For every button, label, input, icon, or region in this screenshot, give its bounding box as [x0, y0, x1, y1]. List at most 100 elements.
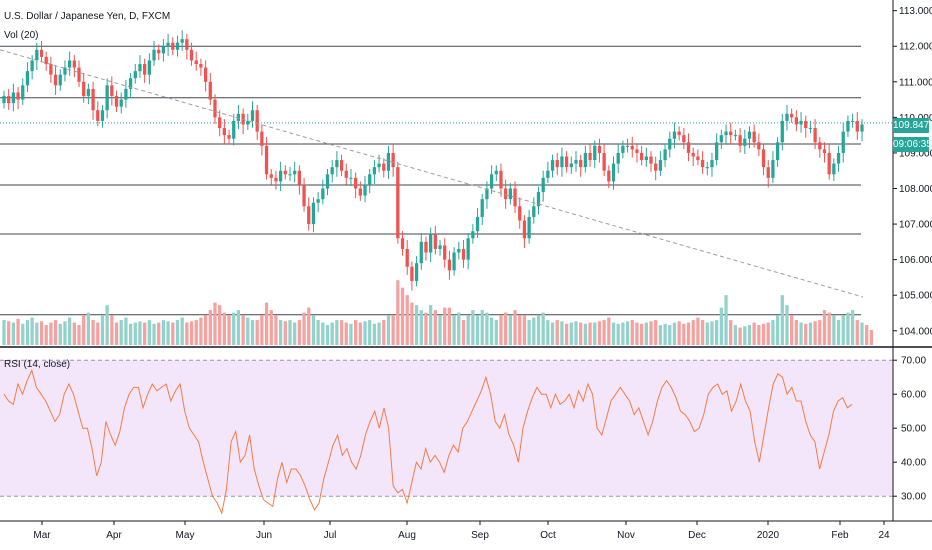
candle-body: [21, 85, 25, 100]
rsi-tick-label: 40.00: [901, 458, 926, 469]
volume-bar: [218, 305, 222, 345]
candle-body: [429, 234, 433, 253]
volume-bar: [504, 312, 508, 345]
volume-bar: [72, 322, 76, 345]
volume-bar: [2, 320, 6, 345]
volume-bar: [489, 317, 494, 345]
candle-body: [686, 142, 691, 153]
volume-bar: [16, 318, 20, 345]
rsi-panel: [0, 359, 893, 515]
candle-body: [527, 216, 531, 239]
volume-bar: [424, 312, 428, 345]
candle-body: [410, 266, 414, 281]
volume-bar: [555, 320, 559, 345]
time-tick-label: Apr: [106, 530, 122, 541]
candle-body: [461, 248, 466, 260]
volume-bar: [344, 322, 348, 345]
volume-bar: [339, 320, 344, 345]
candle-body: [175, 42, 180, 50]
candle-body: [775, 142, 780, 161]
candle-body: [794, 117, 799, 125]
time-tick-label: May: [176, 530, 195, 541]
volume-bar: [377, 322, 381, 345]
candle-body: [49, 64, 53, 75]
price-tick-label: 107.000: [899, 220, 932, 231]
candle-body: [283, 170, 287, 175]
volume-bar: [846, 312, 850, 345]
candle-body: [358, 188, 362, 196]
candle-body: [471, 231, 475, 239]
volume-bar: [869, 330, 874, 345]
volume-bar: [663, 323, 667, 345]
time-tick-label: 24: [878, 530, 890, 541]
volume-bar: [696, 317, 700, 345]
rsi-tick-label: 60.00: [901, 390, 926, 401]
volume-bar: [241, 315, 245, 345]
candle-body: [682, 135, 686, 143]
candle-body: [189, 49, 194, 61]
candle-body: [227, 135, 231, 139]
candle-body: [724, 131, 728, 136]
rsi-tick-label: 50.00: [901, 424, 926, 435]
volume-bar: [630, 320, 634, 345]
volume-bar: [288, 320, 292, 345]
volume-bar: [35, 322, 39, 345]
rsi-title: RSI (14, close): [4, 359, 71, 370]
volume-bar: [644, 322, 648, 345]
volume-bar: [790, 315, 794, 345]
volume-bar: [452, 315, 456, 345]
candle-body: [457, 248, 461, 253]
candle-body: [738, 135, 742, 146]
rsi-tick-label: 70.00: [901, 356, 926, 367]
candle-body: [532, 206, 536, 217]
candle-body: [546, 170, 550, 178]
volume-bar: [49, 322, 53, 345]
candle-body: [349, 177, 353, 179]
volume-bar: [654, 320, 658, 345]
candle-body: [419, 241, 423, 264]
candle-body: [321, 188, 325, 200]
candle-body: [232, 120, 236, 139]
candle-body: [602, 152, 606, 171]
candle-body: [100, 110, 105, 121]
candle-body: [53, 74, 58, 86]
candle-body: [649, 156, 653, 164]
trendline: [0, 49, 864, 298]
candle-body: [644, 156, 648, 161]
candle-body: [761, 149, 766, 168]
volume-bar: [100, 315, 105, 345]
volume-bar: [77, 325, 81, 345]
time-tick-label: Sep: [471, 530, 489, 541]
volume-bar: [607, 317, 611, 345]
volume-bar: [189, 321, 194, 345]
candle-body: [719, 135, 723, 143]
volume-bar: [588, 322, 592, 345]
candle-body: [110, 85, 114, 97]
volume-bar: [569, 322, 573, 345]
volume-bar: [461, 320, 466, 345]
volume-bar: [536, 315, 541, 345]
candle-body: [611, 163, 616, 182]
volume-bar: [686, 322, 691, 345]
candle-body: [246, 120, 250, 125]
volume-bar: [53, 320, 58, 345]
candle-body: [499, 170, 503, 189]
volume-bar: [700, 320, 705, 345]
candle-body: [199, 64, 203, 68]
candle-body: [733, 135, 738, 137]
volume-bar: [808, 322, 813, 345]
candle-body: [58, 74, 62, 86]
volume-bar: [672, 322, 677, 345]
candle-body: [157, 49, 161, 54]
candle-body: [550, 160, 555, 171]
candle-body: [353, 177, 358, 189]
candle-body: [400, 238, 405, 249]
candle-body: [729, 131, 733, 136]
volume-bar: [246, 317, 250, 345]
volume-bar: [147, 320, 151, 345]
candle-body: [658, 160, 663, 171]
volume-bar: [138, 321, 142, 345]
candle-body: [133, 71, 137, 79]
volume-bar: [199, 317, 203, 345]
volume-bar: [775, 315, 780, 345]
